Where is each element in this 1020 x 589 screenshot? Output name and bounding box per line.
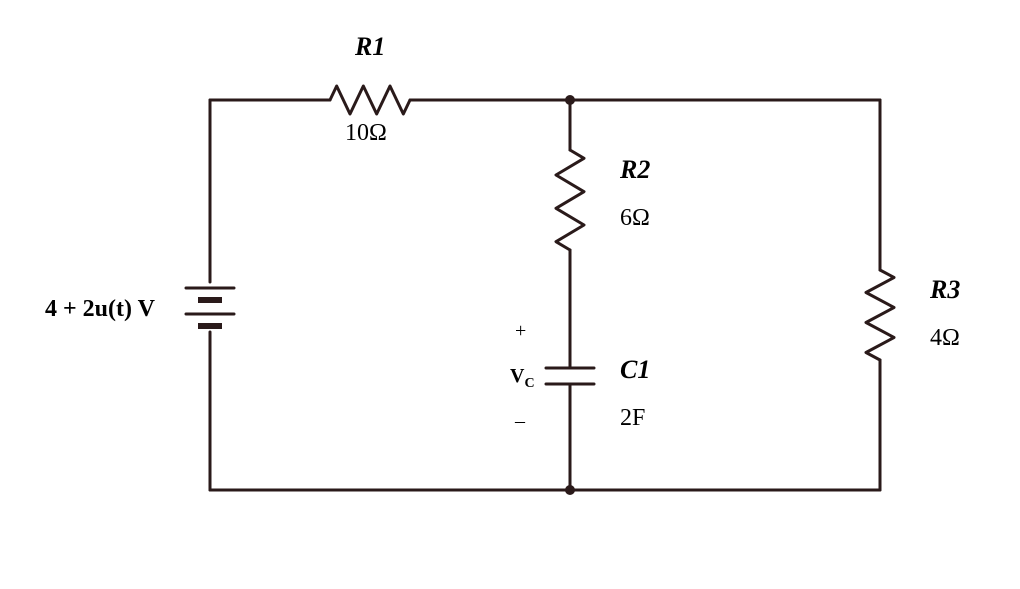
c1-name: C1	[620, 355, 650, 385]
vc-plus: +	[515, 320, 526, 343]
r3-name: R3	[930, 275, 960, 305]
c1-value: 2F	[620, 405, 645, 432]
vc-label: VC	[510, 365, 535, 392]
r1-value: 10Ω	[345, 120, 387, 147]
r1-name: R1	[355, 32, 385, 62]
r2-value: 6Ω	[620, 205, 650, 232]
vc-minus: –	[515, 410, 525, 433]
source-label: 4 + 2u(t) V	[45, 296, 155, 323]
r2-name: R2	[620, 155, 650, 185]
r3-value: 4Ω	[930, 325, 960, 352]
